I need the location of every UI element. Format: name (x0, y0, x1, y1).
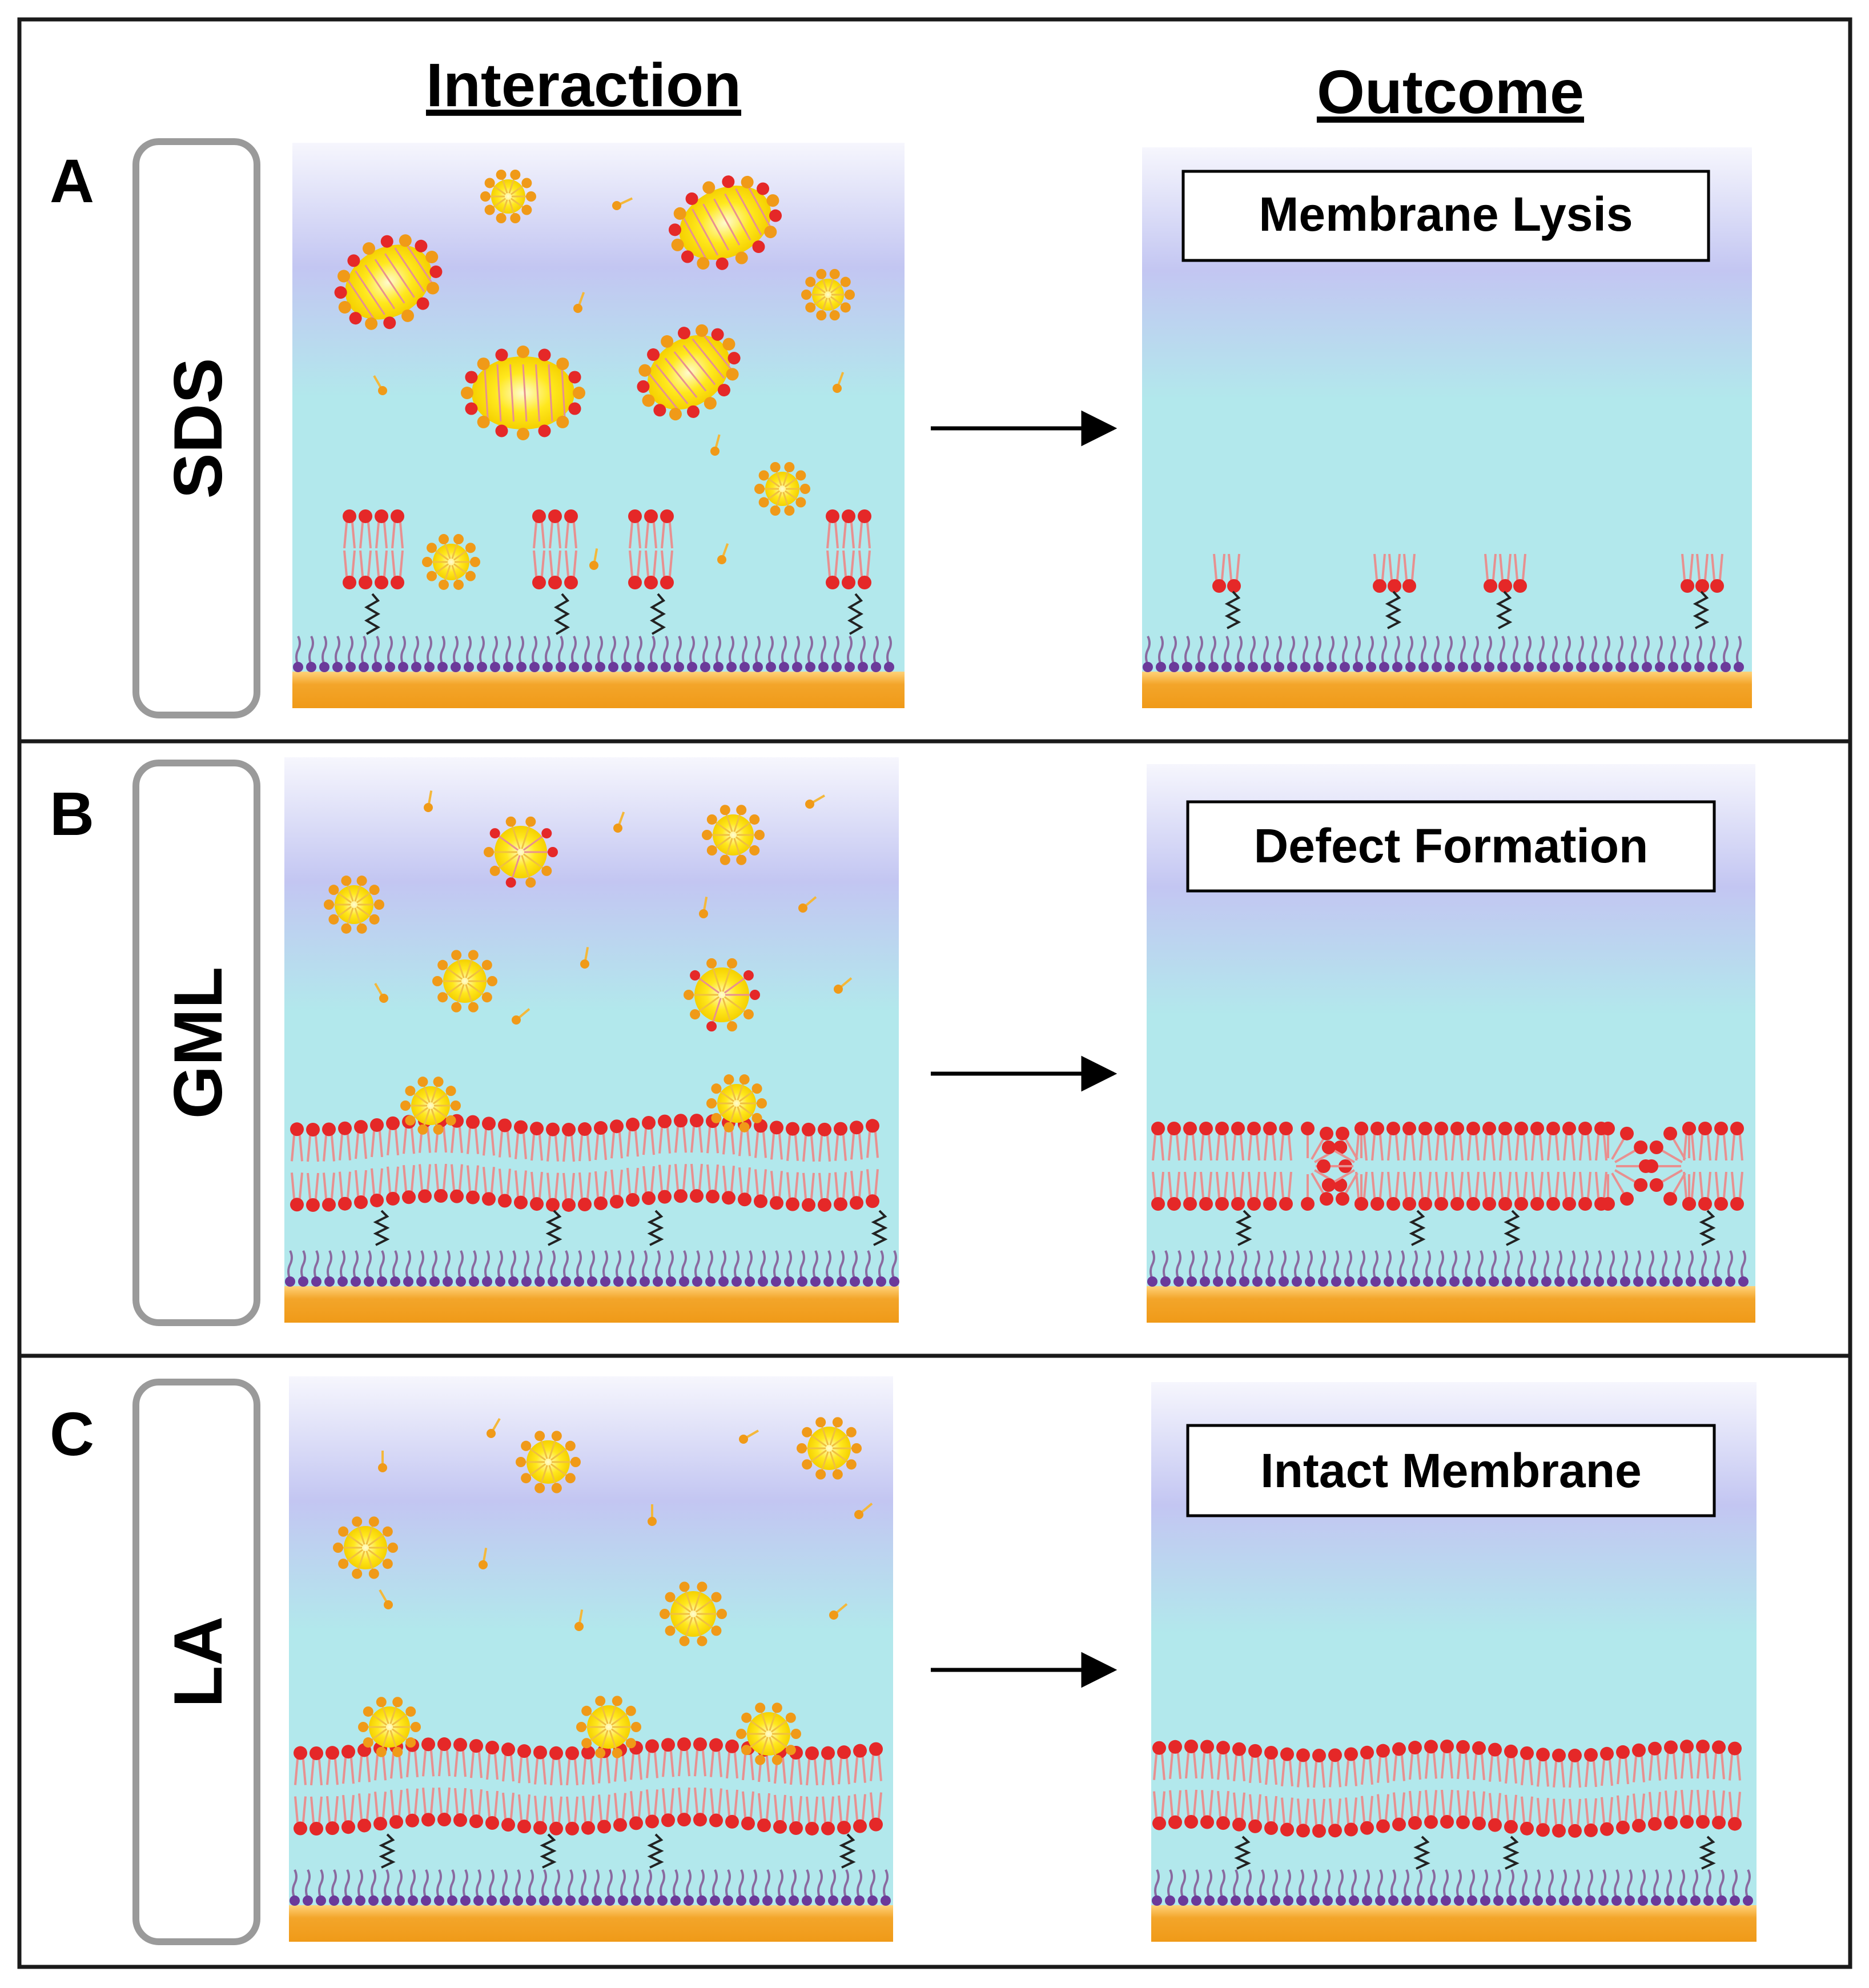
outcome-label-a: Membrane Lysis (1259, 187, 1633, 241)
panel-letter-a: A (50, 146, 94, 215)
scene-b-interaction (284, 757, 899, 1323)
micelle-b1 (484, 816, 558, 888)
bilayer-c-right (1152, 1740, 1742, 1838)
header-interaction: Interaction (426, 50, 741, 119)
figure-frame (17, 17, 1852, 1969)
outcome-box-c (1186, 1424, 1716, 1517)
panel-a: A SDS Membrane Lysis (50, 138, 1752, 718)
membrane-fragments-a (343, 509, 871, 635)
mixed-micelle-a1 (334, 234, 443, 330)
tethers-b-right (1235, 1210, 1716, 1246)
compound-label-b: GML (160, 967, 236, 1119)
micelle-b4 (432, 950, 497, 1013)
outcome-box-b (1186, 800, 1716, 893)
tethers-b-left (373, 1210, 888, 1246)
monomer-c6 (479, 1548, 488, 1569)
monomer-c2 (739, 1429, 759, 1444)
micelle-b7 (706, 1074, 767, 1132)
monomer-b4 (699, 897, 708, 918)
header-outcome: Outcome (1317, 57, 1584, 126)
substrate-b-left (284, 1250, 899, 1323)
monomer-b3 (805, 794, 825, 809)
micelle-a4 (422, 534, 480, 590)
monomer-c7 (379, 1589, 393, 1609)
mixed-micelle-a2 (668, 175, 782, 270)
outcome-box-a (1181, 170, 1710, 262)
compound-tag-c (132, 1379, 260, 1945)
substrate-c-right (1151, 1869, 1757, 1942)
panel-c: C LA Intact Membrane (50, 1376, 1757, 1945)
monomer-a4 (833, 372, 845, 393)
monomer-a1 (612, 197, 633, 210)
substrate-a-left (292, 636, 905, 708)
micelle-c5 (358, 1697, 421, 1757)
micelle-b3 (324, 875, 384, 934)
panel-b: B GML Defect Formation (50, 757, 1755, 1326)
micelle-a2 (801, 268, 855, 321)
monomer-c8 (574, 1609, 584, 1631)
molecular-illustration (284, 169, 1757, 1942)
tethers-c-right (1234, 1836, 1716, 1870)
monomer-c5 (648, 1504, 657, 1526)
micelle-b6 (400, 1077, 461, 1135)
substrate-c-left (289, 1869, 893, 1942)
micelle-a3 (754, 461, 810, 516)
bilayer-b-out1 (1151, 1122, 1293, 1211)
micelle-c7 (736, 1702, 801, 1765)
mixed-micelle-a3 (461, 346, 585, 440)
monomer-a7 (589, 548, 598, 570)
monomer-b9 (834, 977, 853, 994)
monomer-a3 (373, 375, 387, 395)
monomer-c9 (829, 1603, 848, 1620)
monomer-c4 (854, 1503, 873, 1519)
monomer-c1 (487, 1418, 501, 1438)
monomer-a5 (710, 434, 721, 456)
bilayer-b-out3 (1682, 1122, 1744, 1211)
micelle-c3 (333, 1516, 398, 1579)
bilayer-b-left (290, 1114, 879, 1212)
remnant-lipids-a (1212, 553, 1724, 629)
panel-letter-b: B (50, 779, 94, 848)
outcome-label-c: Intact Membrane (1260, 1444, 1642, 1497)
compound-tag-a (132, 138, 260, 718)
monomer-b8 (512, 1008, 530, 1025)
scene-a-interaction (292, 143, 905, 708)
monomer-b5 (798, 896, 817, 913)
cap-b-4 (1645, 1122, 1696, 1211)
cap-b-3 (1601, 1122, 1653, 1211)
micelle-c4 (660, 1581, 727, 1646)
compound-label-c: LA (160, 1616, 236, 1708)
compound-label-a: SDS (160, 358, 236, 499)
micelle-c6 (576, 1696, 641, 1758)
outcome-label-b: Defect Formation (1254, 819, 1649, 873)
monomer-a6 (717, 543, 729, 564)
micelle-a1 (480, 169, 536, 224)
monomer-b1 (424, 790, 433, 812)
substrate-a-right (1142, 636, 1752, 708)
panel-letter-c: C (50, 1399, 94, 1468)
monomer-c3 (378, 1451, 387, 1472)
monomer-b6 (580, 947, 589, 969)
scene-c-interaction (289, 1376, 893, 1942)
micelle-c1 (516, 1431, 581, 1493)
mixed-micelle-a4 (637, 324, 741, 421)
monomer-b2 (613, 812, 625, 833)
monomer-b7 (374, 983, 388, 1003)
compound-tag-b (132, 760, 260, 1326)
micelle-c2 (797, 1417, 862, 1480)
micelle-b2 (702, 805, 765, 865)
micelle-b5 (684, 958, 760, 1032)
monomer-a2 (573, 292, 585, 313)
tethers-c-left (379, 1833, 856, 1869)
substrate-b-right (1147, 1250, 1755, 1323)
